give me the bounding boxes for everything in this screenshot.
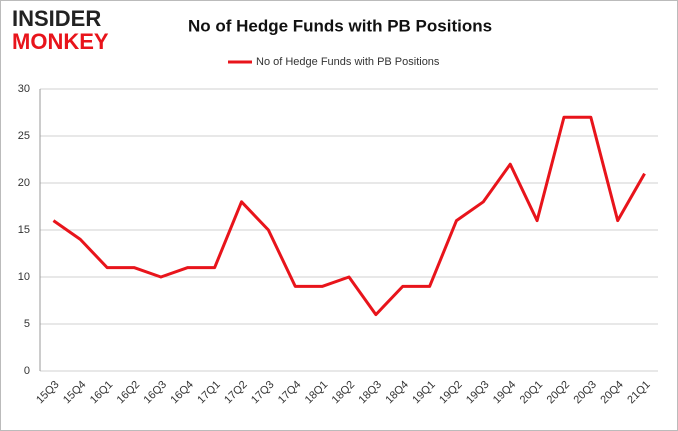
logo-top: INSIDER — [12, 6, 101, 31]
series-line — [52, 115, 646, 317]
y-tick-label: 30 — [18, 83, 30, 95]
logo-bottom: MONKEY — [12, 29, 109, 54]
y-tick-label: 5 — [24, 318, 30, 330]
y-tick-label: 0 — [24, 365, 30, 377]
y-tick-label: 10 — [18, 271, 30, 283]
chart-title: No of Hedge Funds with PB Positions — [188, 16, 492, 35]
y-tick-label: 25 — [18, 130, 30, 142]
y-tick-label: 20 — [18, 177, 30, 189]
y-tick-label: 15 — [18, 224, 30, 236]
legend-label: No of Hedge Funds with PB Positions — [256, 56, 440, 68]
